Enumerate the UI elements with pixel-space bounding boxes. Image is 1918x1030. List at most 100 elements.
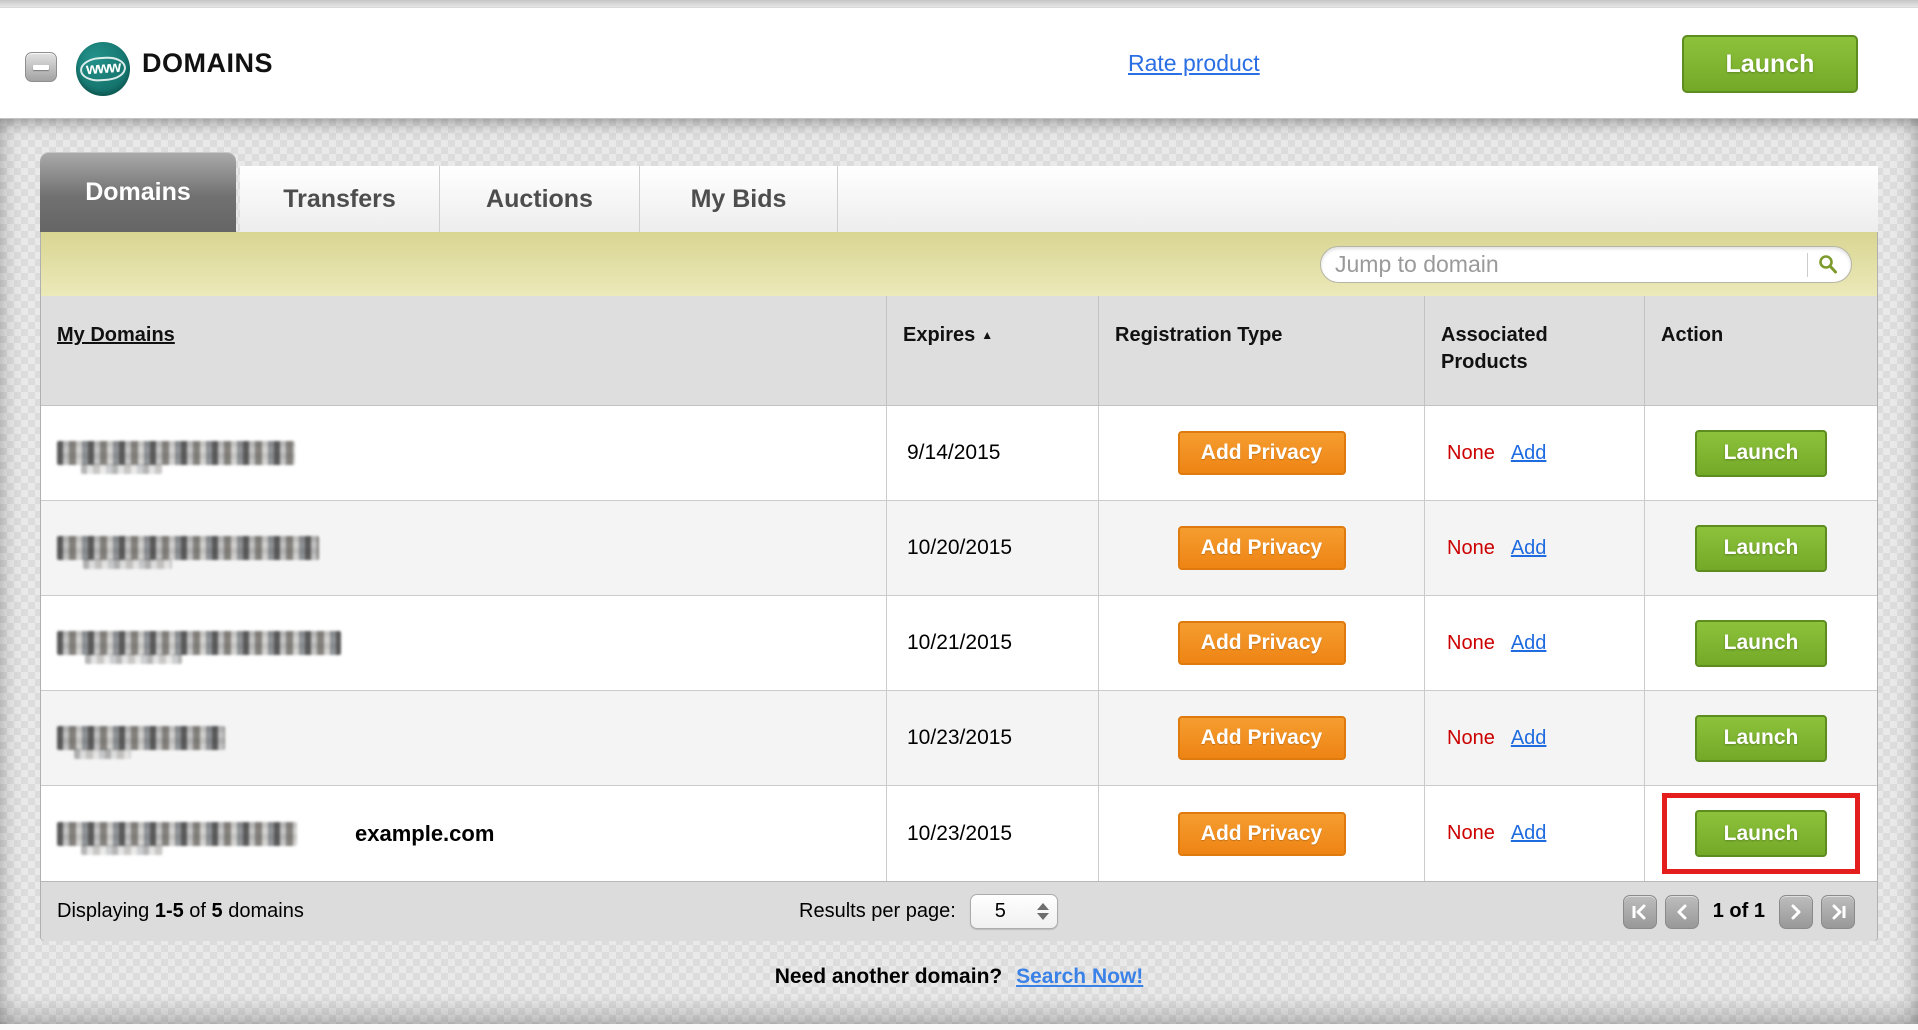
domain-cell <box>41 501 886 595</box>
displaying-status: Displaying 1-5 of 5 domains <box>57 900 304 922</box>
action-cell: Launch <box>1644 786 1877 881</box>
expires-cell: 9/14/2015 <box>886 406 1098 500</box>
associated-none-value: None <box>1447 441 1495 464</box>
tab-label: Domains <box>85 177 191 206</box>
launch-button[interactable]: Launch <box>1695 429 1827 477</box>
magnifier-icon[interactable] <box>1817 254 1839 276</box>
redacted-domain-name <box>57 536 319 569</box>
associated-add-link[interactable]: Add <box>1510 441 1547 464</box>
need-domain-note: Need another domain? Search Now! <box>0 965 1918 989</box>
tab-strip-filler <box>838 166 1878 232</box>
launch-app-button[interactable]: Launch <box>1682 35 1858 93</box>
search-now-link[interactable]: Search Now! <box>1016 965 1144 988</box>
launch-button[interactable]: Launch <box>1695 524 1827 572</box>
table-row: 10/20/2015 Add Privacy None Add Launch <box>41 501 1877 596</box>
next-page-button[interactable] <box>1779 894 1813 929</box>
previous-page-icon <box>1677 904 1687 919</box>
tab-bar: Domains Transfers Auctions My Bids <box>40 152 1878 232</box>
table-body: 9/14/2015 Add Privacy None Add Launch 10… <box>41 406 1877 881</box>
associated-products-cell: None Add <box>1424 406 1644 500</box>
column-header-expires[interactable]: Expires ▲ <box>886 296 1098 405</box>
redacted-domain-name <box>57 821 297 855</box>
tab-label: Transfers <box>283 184 396 213</box>
search-bar: Jump to domain <box>41 232 1877 296</box>
page-title: DOMAINS <box>142 48 273 78</box>
bottom-shadow <box>0 996 1918 1024</box>
associated-add-link[interactable]: Add <box>1510 822 1547 844</box>
registration-type-cell: Add Privacy <box>1098 786 1424 881</box>
up-down-stepper-icon <box>1036 903 1049 920</box>
associated-add-link[interactable]: Add <box>1510 536 1547 559</box>
page-status: 1 of 1 <box>1712 900 1765 922</box>
launch-button-wrap: Launch <box>1695 714 1827 762</box>
add-privacy-button[interactable]: Add Privacy <box>1177 811 1346 856</box>
associated-products-cell: None Add <box>1424 786 1644 881</box>
expires-cell: 10/20/2015 <box>886 501 1098 595</box>
expires-cell: 10/23/2015 <box>886 786 1098 881</box>
table-row: 10/21/2015 Add Privacy None Add Launch <box>41 596 1877 691</box>
bottom-edge-strip <box>0 1024 1918 1030</box>
first-page-button[interactable] <box>1622 894 1657 929</box>
domain-cell: example.com <box>41 786 886 881</box>
registration-type-cell: Add Privacy <box>1098 691 1424 785</box>
launch-button[interactable]: Launch <box>1695 714 1827 762</box>
last-page-icon <box>1832 904 1846 919</box>
tab-transfers[interactable]: Transfers <box>240 166 440 232</box>
need-domain-prompt: Need another domain? <box>774 965 1003 988</box>
pagination: 1 of 1 <box>1622 894 1855 929</box>
associated-none-value: None <box>1447 631 1495 654</box>
launch-button-wrap: Launch <box>1662 793 1860 874</box>
redacted-domain-name <box>57 726 225 759</box>
expires-cell: 10/21/2015 <box>886 596 1098 690</box>
column-header-my-domains[interactable]: My Domains <box>57 324 175 346</box>
registration-type-cell: Add Privacy <box>1098 501 1424 595</box>
associated-none-value: None <box>1447 726 1495 749</box>
associated-products-cell: None Add <box>1424 596 1644 690</box>
action-cell: Launch <box>1644 596 1877 690</box>
registration-type-cell: Add Privacy <box>1098 406 1424 500</box>
tab-domains[interactable]: Domains <box>40 152 236 232</box>
results-per-page-value: 5 <box>994 900 1006 922</box>
redacted-domain-name <box>57 631 341 664</box>
add-privacy-button[interactable]: Add Privacy <box>1177 431 1346 475</box>
rate-product-link[interactable]: Rate product <box>1128 50 1260 76</box>
registration-type-cell: Add Privacy <box>1098 596 1424 690</box>
associated-none-value: None <box>1447 536 1495 559</box>
associated-none-value: None <box>1447 822 1495 844</box>
tab-my-bids[interactable]: My Bids <box>640 166 838 232</box>
domain-annotation: example.com <box>355 820 495 846</box>
column-header-registration-type: Registration Type <box>1098 296 1424 405</box>
launch-button-wrap: Launch <box>1695 619 1827 667</box>
triangle-up-icon: ▲ <box>981 328 994 342</box>
results-per-page-label: Results per page: <box>799 900 956 922</box>
www-icon: www <box>79 55 127 83</box>
last-page-button[interactable] <box>1821 894 1855 929</box>
results-per-page-select[interactable]: 5 <box>969 894 1058 929</box>
collapse-panel-button[interactable] <box>25 52 57 82</box>
action-cell: Launch <box>1644 501 1877 595</box>
column-header-associated-products: Associated Products <box>1424 296 1644 405</box>
expires-cell: 10/23/2015 <box>886 691 1098 785</box>
associated-add-link[interactable]: Add <box>1510 631 1547 654</box>
domains-product-icon: www <box>76 42 130 96</box>
column-header-action: Action <box>1644 296 1877 405</box>
launch-button[interactable]: Launch <box>1695 619 1827 667</box>
associated-add-link[interactable]: Add <box>1510 726 1547 749</box>
domain-cell <box>41 596 886 690</box>
add-privacy-button[interactable]: Add Privacy <box>1177 526 1346 570</box>
table-header: My Domains Expires ▲ Registration Type As… <box>41 296 1877 406</box>
jump-to-domain-input[interactable]: Jump to domain <box>1320 246 1852 283</box>
add-privacy-button[interactable]: Add Privacy <box>1177 621 1346 665</box>
add-privacy-button[interactable]: Add Privacy <box>1177 716 1346 760</box>
launch-button[interactable]: Launch <box>1695 810 1827 857</box>
tab-strip: Transfers Auctions My Bids <box>240 166 1878 232</box>
domains-panel: Jump to domain My Domains Expires ▲ Regis… <box>40 232 1878 941</box>
tab-auctions[interactable]: Auctions <box>440 166 640 232</box>
associated-products-cell: None Add <box>1424 691 1644 785</box>
table-footer: Displaying 1-5 of 5 domains Results per … <box>41 881 1877 941</box>
associated-products-cell: None Add <box>1424 501 1644 595</box>
table-row: 10/23/2015 Add Privacy None Add Launch <box>41 691 1877 786</box>
search-divider <box>1807 252 1808 277</box>
previous-page-button[interactable] <box>1664 894 1699 929</box>
minus-icon <box>33 65 49 70</box>
